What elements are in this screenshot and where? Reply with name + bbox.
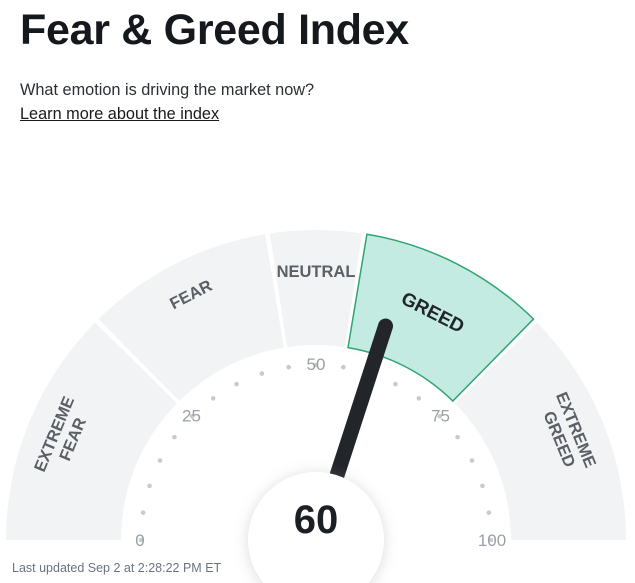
svg-text:NEUTRAL: NEUTRAL: [277, 263, 356, 281]
svg-text:100: 100: [478, 531, 506, 550]
svg-text:50: 50: [307, 355, 326, 374]
svg-text:60: 60: [294, 498, 339, 542]
svg-text:0: 0: [135, 531, 144, 550]
svg-text:75: 75: [431, 407, 450, 426]
svg-text:25: 25: [182, 407, 201, 426]
